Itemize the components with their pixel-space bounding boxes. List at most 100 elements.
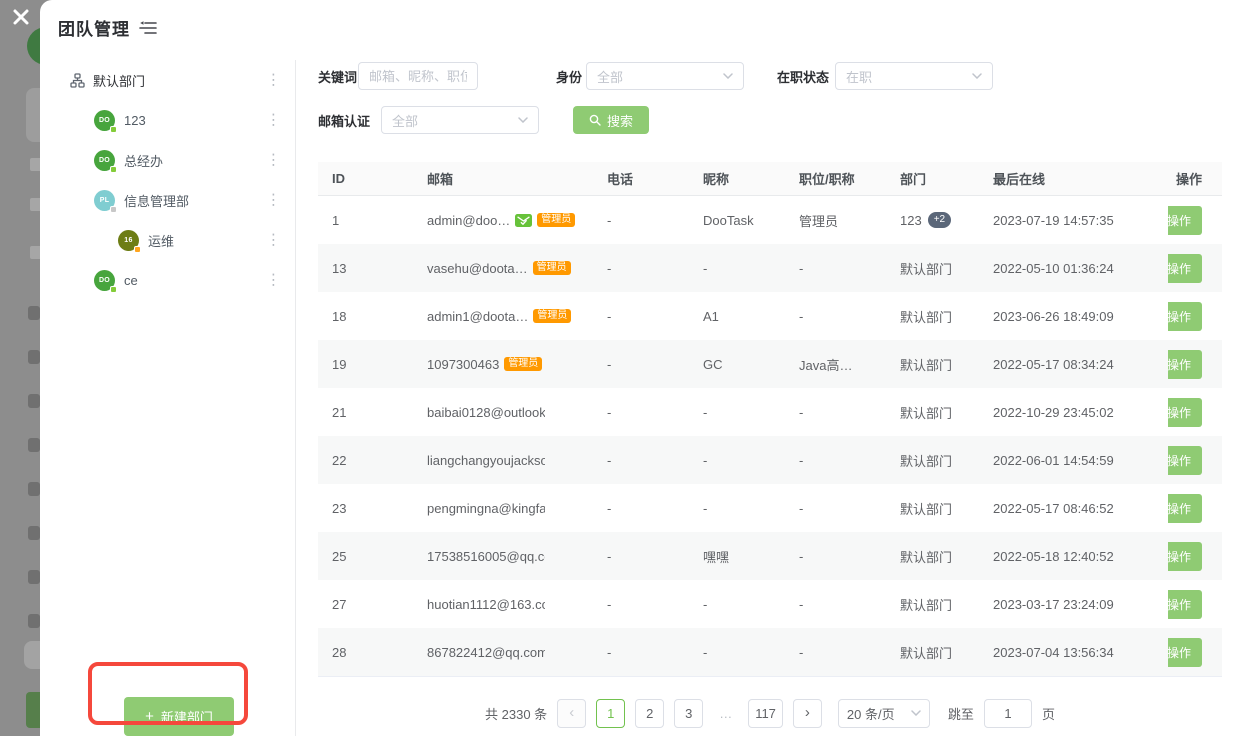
row-action-button[interactable]: 操作 (1168, 205, 1202, 235)
avatar-initials: PL (99, 196, 110, 204)
identity-select-value: 全部 (597, 69, 624, 85)
status-select[interactable]: 在职 (835, 62, 993, 90)
cell-department: 123 +2 (886, 212, 979, 228)
more-menu-icon[interactable]: ⋮ (266, 191, 281, 209)
cell-phone: - (607, 308, 612, 324)
dimmed-menu-icon (30, 198, 42, 211)
cell-last-online: 2022-05-10 01:36:24 (993, 260, 1114, 276)
admin-badge: 管理员 (537, 213, 576, 227)
row-action-button[interactable]: 操作 (1168, 493, 1202, 523)
page-buttons: 1 2 3 … 117 (596, 698, 783, 728)
cell-email: 867822412@qq.com (413, 645, 593, 660)
admin-badge: 管理员 (533, 309, 572, 323)
page-size-select[interactable]: 20 条/页 (837, 698, 930, 728)
cell-action: 操作 (1168, 589, 1222, 619)
cell-phone: - (607, 452, 612, 468)
row-action-button[interactable]: 操作 (1168, 589, 1202, 619)
row-action-button[interactable]: 操作 (1168, 445, 1202, 475)
cell-action: 操作 (1168, 349, 1222, 379)
row-action-button[interactable]: 操作 (1168, 301, 1202, 331)
cell-email: vasehu@doota… 管理员 (413, 261, 593, 276)
sidebar-department-item[interactable]: PL 信息管理部 ⋮ (40, 180, 295, 220)
status-label: 在职状态 (777, 69, 830, 85)
cell-position: 管理员 (799, 213, 839, 229)
cell-id: 25 (332, 548, 347, 564)
close-icon[interactable] (10, 6, 32, 28)
cell-department: 默认部门 (886, 547, 979, 566)
cell-id: 28 (332, 644, 347, 660)
chevron-down-icon (518, 117, 528, 123)
sidebar-department-item[interactable]: DO ce ⋮ (40, 260, 295, 300)
members-table: ID 邮箱 电话 昵称 职位/职称 部门 最后在线 操作 1 admin@doo… 管理员 -… (318, 162, 1222, 677)
cell-department: 默认部门 (886, 403, 979, 422)
department-name: 默认部门 (900, 597, 953, 613)
new-department-button[interactable]: + 新建部门 (124, 697, 234, 736)
more-menu-icon[interactable]: ⋮ (266, 151, 281, 169)
dimmed-list-item (28, 394, 40, 408)
extra-departments-badge: +2 (927, 212, 952, 228)
department-avatar: PL (94, 189, 117, 213)
status-badge (110, 285, 117, 293)
column-header: 操作 (1175, 172, 1202, 187)
org-chart-icon (70, 72, 85, 88)
cell-nickname: - (703, 500, 708, 516)
cell-id: 22 (332, 452, 347, 468)
keyword-input[interactable] (358, 62, 478, 90)
row-action-button[interactable]: 操作 (1168, 637, 1202, 667)
search-button[interactable]: 搜索 (573, 106, 650, 134)
row-action-button[interactable]: 操作 (1168, 253, 1202, 283)
cell-department: 默认部门 (886, 643, 979, 662)
cell-phone: - (607, 548, 612, 564)
status-badge (134, 245, 141, 253)
table-row: 18 admin1@doota… 管理员 - A1 - 默认部门 2023-06… (318, 292, 1222, 340)
cell-last-online: 2022-10-29 23:45:02 (993, 404, 1114, 420)
page-button[interactable]: 2 (635, 698, 665, 728)
department-label: 运维 (148, 233, 175, 249)
sidebar-item-root-department[interactable]: 默认部门 ⋮ (40, 60, 295, 100)
chevron-down-icon (723, 73, 733, 79)
page-button[interactable]: 1 (596, 698, 626, 728)
sidebar-department-item[interactable]: DO 123 ⋮ (40, 100, 295, 140)
keyword-label: 关键词 (318, 69, 358, 85)
sidebar-department-item[interactable]: DO 总经办 ⋮ (40, 140, 295, 180)
cell-last-online: 2022-05-18 12:40:52 (993, 548, 1114, 564)
cell-nickname: A1 (703, 308, 719, 324)
jump-to-label: 跳至 (947, 706, 974, 722)
row-action-button[interactable]: 操作 (1168, 349, 1202, 379)
email-verify-label: 邮箱认证 (318, 113, 371, 129)
email-text: admin@doo… (427, 212, 511, 228)
department-label: 总经办 (124, 153, 164, 169)
collapse-menu-icon[interactable] (139, 20, 157, 35)
row-action-button[interactable]: 操作 (1168, 541, 1202, 571)
email-verify-select[interactable]: 全部 (381, 106, 539, 134)
department-name: 默认部门 (900, 453, 953, 469)
identity-select[interactable]: 全部 (586, 62, 744, 90)
prev-page-button[interactable]: ‹ (557, 698, 587, 728)
table-row: 28 867822412@qq.com - - - 默认部门 2023-07-0… (318, 628, 1222, 676)
sidebar-department-item[interactable]: 16 运维 ⋮ (40, 220, 295, 260)
next-page-button[interactable]: › (792, 698, 822, 728)
cell-phone: - (607, 644, 612, 660)
page-button[interactable]: 3 (674, 698, 704, 728)
department-avatar: DO (94, 109, 117, 133)
dimmed-list-item (28, 350, 40, 364)
cell-last-online: 2023-07-04 13:56:34 (993, 644, 1114, 660)
cell-action: 操作 (1168, 205, 1222, 235)
page-button[interactable]: 117 (748, 698, 783, 728)
row-action-button[interactable]: 操作 (1168, 397, 1202, 427)
department-tree: 默认部门 ⋮ DO 123 ⋮ DO 总经办 ⋮ PL 信息管理部 ⋮ 16 运… (40, 60, 295, 300)
jump-to-input[interactable] (983, 698, 1032, 728)
page-size-value: 20 条/页 (846, 706, 895, 722)
department-avatar: DO (94, 149, 117, 173)
more-menu-icon[interactable]: ⋮ (266, 111, 281, 129)
cell-position: - (799, 404, 804, 420)
more-menu-icon[interactable]: ⋮ (266, 71, 281, 89)
more-menu-icon[interactable]: ⋮ (266, 271, 281, 289)
cell-nickname: - (703, 404, 708, 420)
department-name: 默认部门 (900, 405, 953, 421)
cell-email: admin@doo… 管理员 (413, 213, 593, 228)
table-row: 19 1097300463 管理员 - GC Java高… 默认部门 2022-… (318, 340, 1222, 388)
status-badge (110, 125, 117, 133)
more-menu-icon[interactable]: ⋮ (266, 231, 281, 249)
